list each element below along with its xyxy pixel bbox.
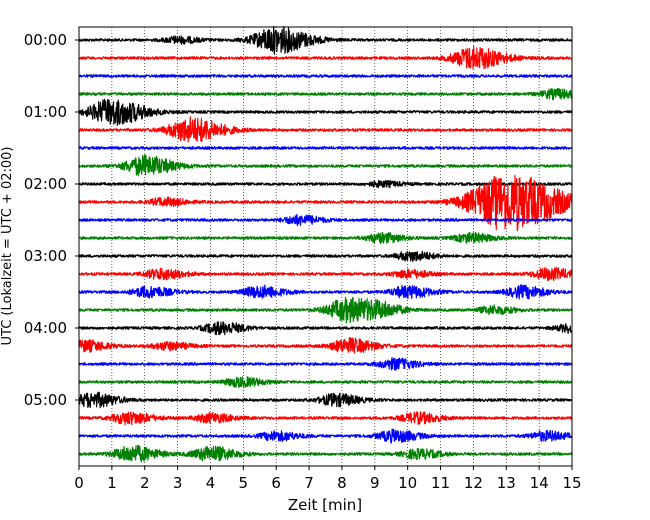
seismic-trace-3 — [78, 87, 573, 101]
seismic-trace-4 — [78, 98, 573, 126]
seismic-trace-1 — [78, 45, 573, 70]
y-tick-label: 01:00 — [24, 103, 67, 121]
x-tick-label: 3 — [173, 474, 183, 492]
seismic-trace-21 — [78, 411, 573, 426]
seismic-trace-12 — [78, 250, 573, 262]
x-tick-label: 9 — [370, 474, 380, 492]
seismic-trace-14 — [78, 284, 573, 300]
trace-group — [78, 25, 573, 463]
x-tick-label: 13 — [497, 474, 516, 492]
x-tick-label: 11 — [431, 474, 450, 492]
y-tick-label: 04:00 — [24, 319, 67, 337]
x-tick-label: 1 — [107, 474, 117, 492]
seismic-trace-11 — [78, 231, 573, 245]
seismic-trace-9 — [78, 174, 573, 232]
seismic-trace-16 — [78, 321, 573, 336]
seismic-trace-2 — [78, 74, 573, 78]
y-tick-label: 03:00 — [24, 247, 67, 265]
seismic-trace-13 — [78, 266, 573, 282]
y-axis-label: UTC (Lokalzeit = UTC + 02:00) — [0, 147, 15, 346]
x-tick-label: 12 — [464, 474, 483, 492]
seismic-trace-8 — [78, 179, 573, 189]
x-tick-label: 15 — [562, 474, 581, 492]
seismic-trace-19 — [78, 376, 573, 389]
x-tick-label: 2 — [140, 474, 150, 492]
y-tick-label: 05:00 — [24, 391, 67, 409]
x-tick-label: 7 — [304, 474, 314, 492]
plot-area — [79, 27, 572, 466]
vertical-grid — [111, 27, 540, 466]
seismic-trace-18 — [78, 357, 573, 371]
y-tick-label: 00:00 — [24, 31, 67, 49]
x-tick-label: 0 — [74, 474, 84, 492]
seismic-trace-20 — [78, 391, 573, 409]
seismic-trace-6 — [78, 146, 573, 150]
x-tick-label: 4 — [206, 474, 216, 492]
x-tick-label: 14 — [530, 474, 549, 492]
x-tick-label: 8 — [337, 474, 347, 492]
y-axis-ticks: 00:00 01:00 02:00 03:00 04:00 05:00 — [24, 31, 79, 409]
x-axis-label: Zeit [min] — [288, 496, 362, 514]
x-axis-ticks: 0 1 2 3 4 5 6 7 8 9 10 11 12 13 14 15 — [74, 466, 582, 492]
seismic-trace-0 — [78, 25, 573, 55]
seismic-trace-17 — [78, 337, 573, 354]
seismic-trace-5 — [78, 116, 573, 143]
x-tick-label: 10 — [398, 474, 417, 492]
seismic-trace-22 — [78, 428, 573, 444]
seismic-trace-7 — [78, 154, 573, 177]
x-tick-label: 6 — [271, 474, 281, 492]
seismic-trace-23 — [78, 444, 573, 463]
plot-frame — [78, 26, 573, 467]
seismic-trace-15 — [78, 296, 573, 324]
x-tick-label: 5 — [239, 474, 249, 492]
y-tick-label: 02:00 — [24, 175, 67, 193]
seismic-trace-10 — [78, 213, 573, 227]
